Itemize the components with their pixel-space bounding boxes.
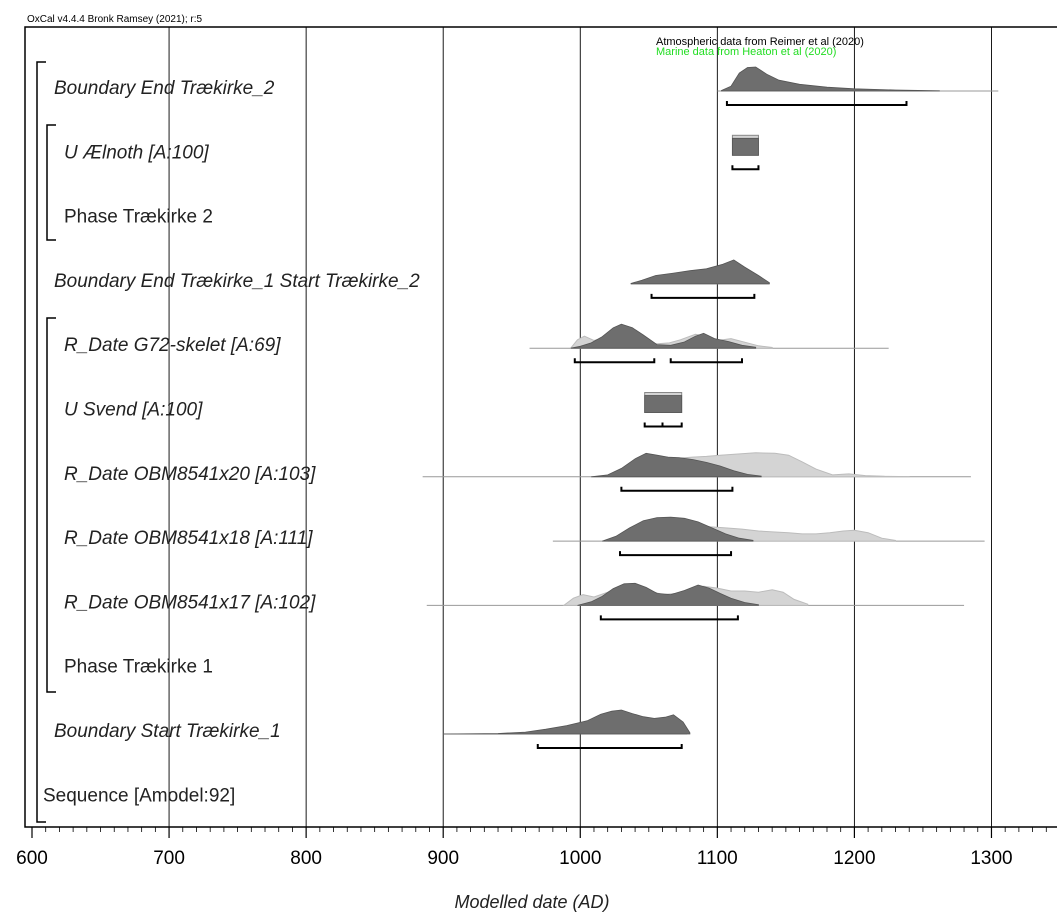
row-4: R_Date G72-skelet [A:69] [64, 323, 889, 364]
row-label: U Ælnoth [A:100] [64, 142, 209, 163]
row-6: R_Date OBM8541x20 [A:103] [64, 452, 971, 492]
tick-label-1200: 1200 [833, 848, 875, 869]
tick-label-1300: 1300 [970, 848, 1012, 869]
row-label: R_Date OBM8541x17 [A:102] [64, 592, 316, 613]
posterior-distribution [443, 709, 691, 735]
hpd-range-bar [599, 615, 739, 621]
row-1: U Ælnoth [A:100] [64, 134, 760, 171]
posterior-distribution [630, 259, 770, 285]
grid-lines [168, 27, 992, 827]
row-10: Boundary Start Trækirke_1 [54, 709, 691, 749]
sequence-bracket [36, 61, 46, 823]
phase-2-bracket [46, 124, 56, 241]
row-label: Phase Trækirke 1 [64, 657, 213, 678]
hpd-range-bar [620, 486, 734, 492]
posterior-distribution [602, 516, 754, 542]
tick-label-800: 800 [290, 848, 322, 869]
distribution-rows: Boundary End Trækirke_2 U Ælnoth [A:100] P… [43, 66, 999, 806]
hpd-range-bar [669, 358, 744, 364]
row-label: R_Date OBM8541x18 [A:111] [64, 528, 313, 549]
tick-label-1000: 1000 [559, 848, 601, 869]
x-axis: 600 700 800 900 1000 1100 1200 1300 [16, 827, 1047, 869]
tick-label-1100: 1100 [697, 848, 738, 869]
posterior-distribution [577, 582, 759, 606]
row-label: Boundary Start Trækirke_1 [54, 721, 281, 742]
posterior-distribution [570, 323, 757, 349]
row-7: R_Date OBM8541x18 [A:111] [64, 516, 985, 557]
row-label: Boundary End Trækirke_2 [54, 78, 275, 99]
row-3: Boundary End Trækirke_1 Start Trækirke_2 [54, 259, 770, 299]
uniform-posterior-box [644, 395, 683, 413]
structure-brackets [36, 61, 56, 823]
row-0: Boundary End Trækirke_2 [54, 66, 999, 106]
posterior-distribution [721, 66, 940, 92]
row-5: U Svend [A:100] [64, 392, 683, 428]
row-label: U Svend [A:100] [64, 400, 203, 421]
posterior-distribution [591, 452, 762, 478]
row-label: Phase Trækirke 2 [64, 207, 213, 228]
row-2: Phase Trækirke 2 [64, 207, 213, 228]
tick-label-700: 700 [153, 848, 185, 869]
marine-note: Marine data from Heaton et al (2020) [656, 46, 836, 58]
row-label: R_Date G72-skelet [A:69] [64, 335, 281, 356]
row-label: R_Date OBM8541x20 [A:103] [64, 464, 316, 485]
row-9: Phase Trækirke 1 [64, 657, 213, 678]
hpd-range-bar [619, 551, 733, 557]
version-text: OxCal v4.4.4 Bronk Ramsey (2021); r:5 [27, 14, 203, 25]
hpd-range-bar [731, 165, 760, 171]
row-8: R_Date OBM8541x17 [A:102] [64, 582, 965, 621]
hpd-range-bar [573, 358, 656, 364]
row-label: Boundary End Trækirke_1 Start Trækirke_2 [54, 271, 420, 292]
row-11: Sequence [Amodel:92] [43, 785, 235, 806]
uniform-posterior-box [732, 137, 759, 156]
atmospheric-note: Atmospheric data from Reimer et al (2020… [656, 36, 864, 48]
hpd-range-bar [650, 293, 756, 299]
hpd-range-bar [536, 744, 683, 749]
phase-1-bracket [46, 317, 56, 693]
tick-label-900: 900 [427, 848, 459, 869]
plot-frame [24, 26, 1057, 828]
tick-label-600: 600 [16, 848, 48, 869]
hpd-range-bar [725, 101, 908, 106]
row-label: Sequence [Amodel:92] [43, 785, 235, 806]
x-axis-title: Modelled date (AD) [454, 892, 609, 912]
